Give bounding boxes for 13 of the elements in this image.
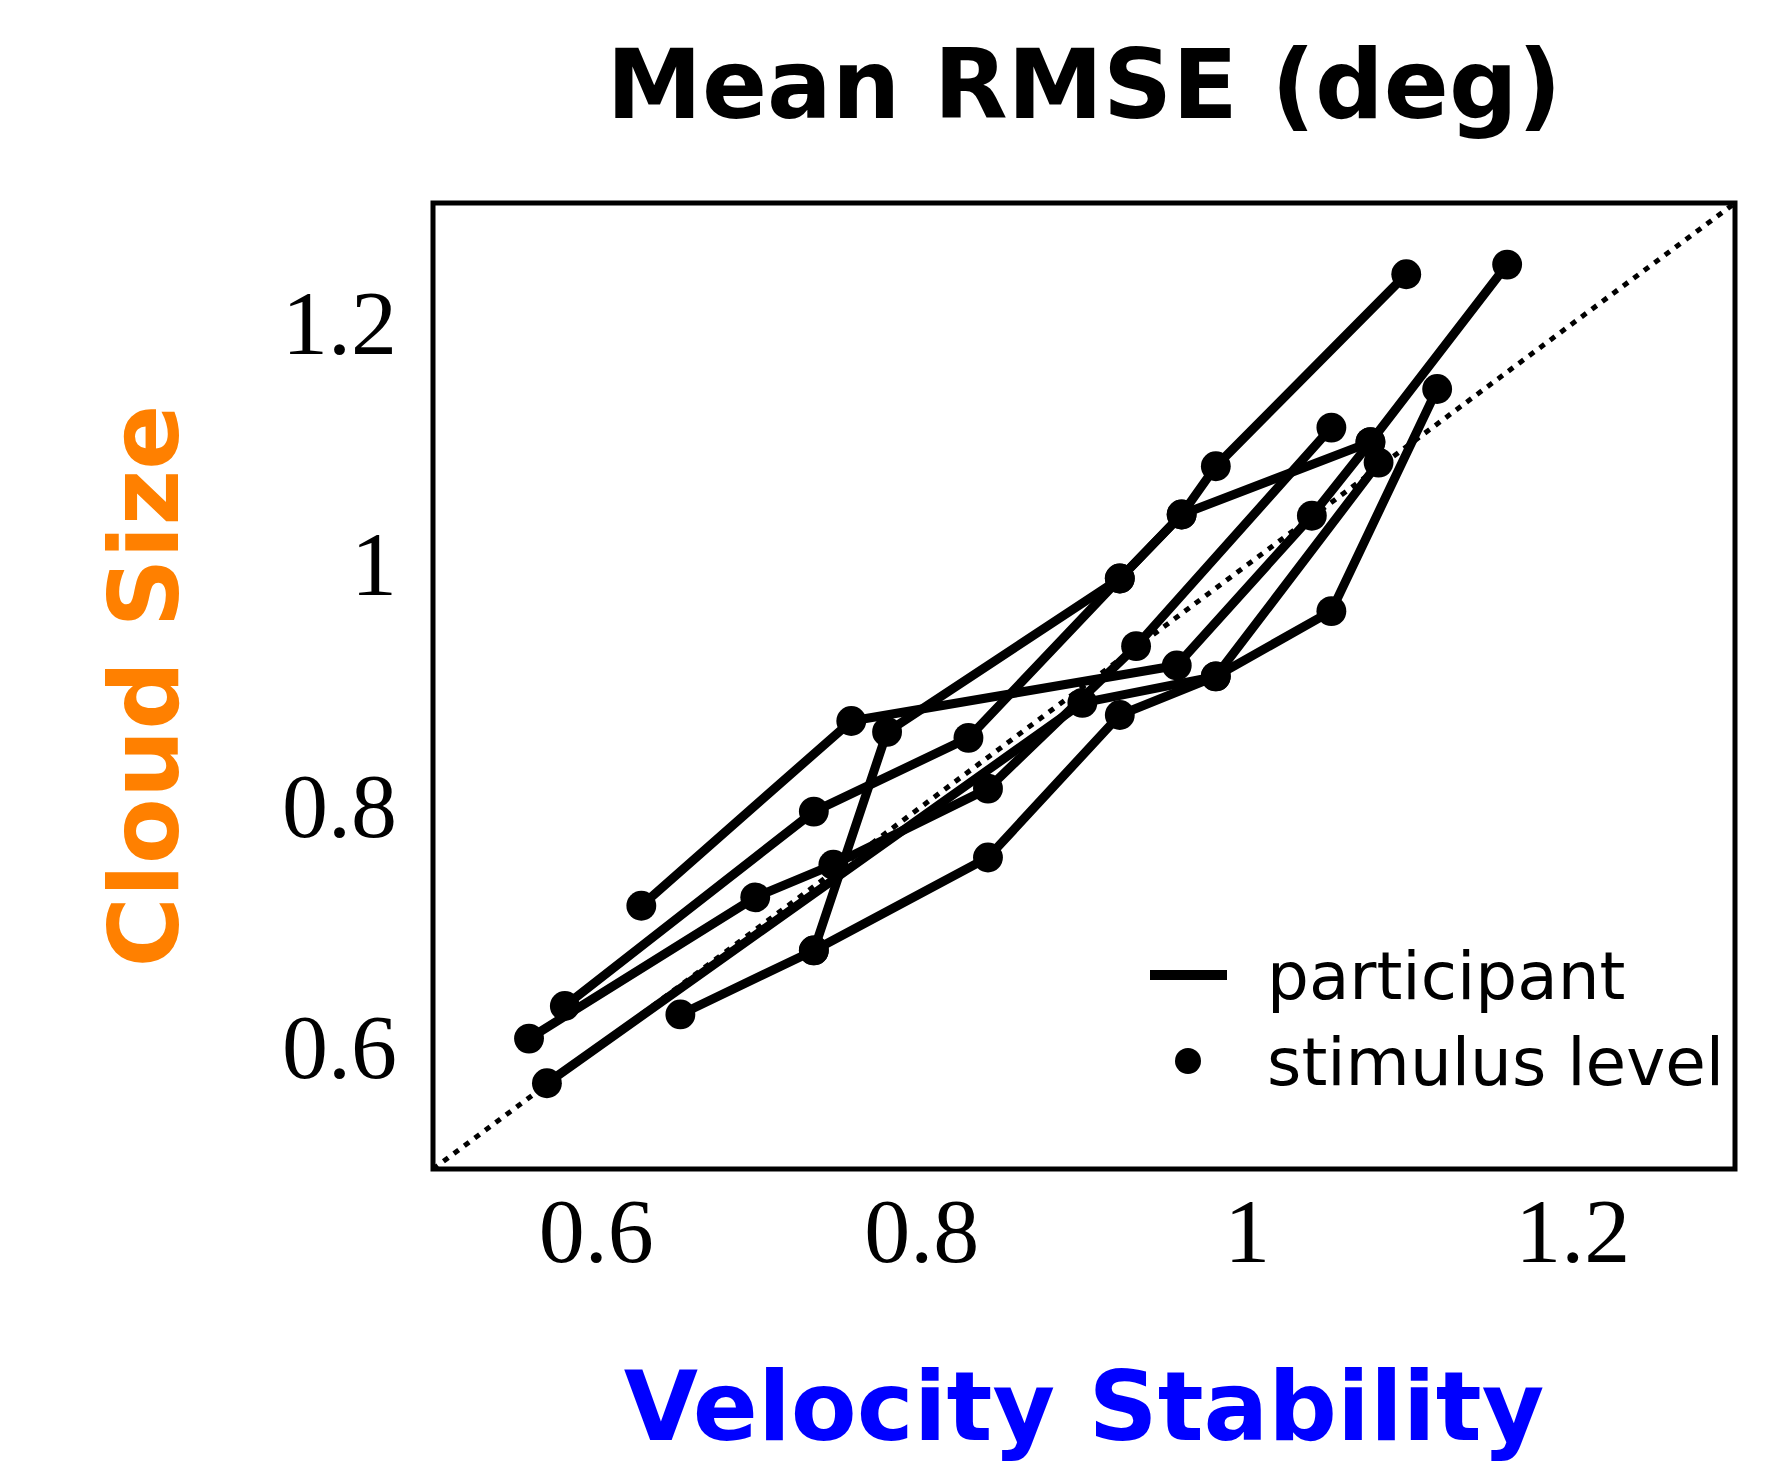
annotation: participant: [1267, 938, 1626, 1015]
y-tick-label: 1.2: [282, 271, 397, 374]
x-tick-label: 1: [1224, 1180, 1271, 1283]
x-tick-label: 1.2: [1515, 1180, 1631, 1283]
annotation: stimulus level: [1267, 1024, 1725, 1101]
x-tick-label: 0.6: [538, 1180, 654, 1283]
x-axis-title: Velocity Stability: [623, 1351, 1545, 1461]
y-tick-label: 0.6: [282, 996, 397, 1099]
y-axis-title: Cloud Size: [89, 404, 201, 968]
x-tick-label: 0.8: [864, 1180, 980, 1283]
y-tick-label: 1: [351, 513, 397, 616]
chart-title: Mean RMSE (deg): [606, 29, 1562, 141]
y-tick-label: 0.8: [282, 754, 397, 857]
